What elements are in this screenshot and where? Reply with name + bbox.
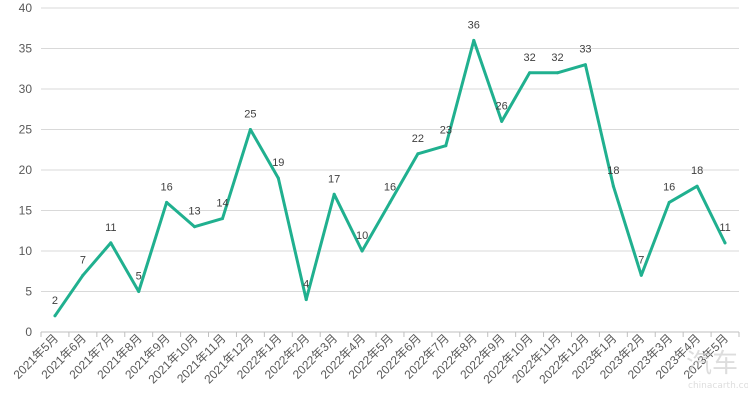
data-label: 17: [328, 173, 340, 185]
data-label: 10: [356, 230, 368, 242]
data-point: [193, 225, 197, 229]
data-label: 2: [52, 295, 58, 307]
data-point: [444, 144, 448, 148]
watermark: 汽车 chinacarth.com: [686, 349, 748, 391]
y-tick-label: 25: [19, 123, 33, 137]
data-point: [248, 128, 252, 131]
data-point: [695, 184, 699, 188]
series: [53, 38, 727, 318]
data-label: 16: [663, 181, 675, 193]
data-point: [220, 217, 224, 221]
data-point: [388, 200, 392, 204]
y-tick-label: 30: [19, 82, 33, 96]
data-label: 32: [523, 52, 535, 64]
gridlines: [41, 7, 739, 333]
data-point: [304, 298, 308, 302]
data-point: [639, 273, 643, 277]
data-label: 26: [496, 100, 508, 112]
data-label: 16: [161, 181, 173, 193]
series-line: [53, 38, 727, 318]
y-tick-label: 20: [19, 163, 33, 177]
data-point: [137, 290, 141, 293]
data-label: 11: [719, 222, 730, 234]
data-labels: 2 7 11 5 16 13 14 25 19 4 17 10 16 22 23 36 26 32 32 33 18 7 1…: [52, 19, 731, 306]
data-point: [53, 314, 57, 318]
data-label: 4: [303, 279, 309, 291]
data-label: 22: [412, 133, 424, 145]
watermark-logo: 汽车: [686, 349, 738, 379]
watermark-text: chinacarth.com: [688, 381, 748, 391]
data-point: [583, 63, 587, 67]
data-point: [556, 71, 560, 75]
data-label: 25: [244, 109, 256, 121]
data-label: 11: [105, 222, 116, 234]
y-tick-label: 0: [25, 325, 32, 339]
data-label: 23: [440, 125, 452, 137]
data-point: [528, 71, 532, 75]
data-label: 16: [384, 181, 396, 193]
y-tick-label: 35: [19, 42, 33, 56]
data-label: 14: [216, 198, 228, 210]
data-point: [416, 152, 420, 156]
data-point: [667, 200, 671, 204]
y-tick-label: 10: [19, 244, 33, 258]
data-label: 7: [638, 254, 644, 266]
data-label: 32: [551, 52, 563, 64]
data-label: 13: [188, 206, 200, 218]
y-tick-label: 5: [25, 285, 32, 299]
data-label: 36: [468, 19, 480, 31]
data-point: [332, 192, 336, 196]
y-tick-label: 15: [19, 204, 33, 218]
data-point: [276, 176, 280, 180]
data-point: [81, 273, 85, 277]
x-axis: 2021年5月2021年6月2021年7月2021年8月2021年9月2021年…: [11, 331, 740, 386]
data-point: [500, 119, 504, 123]
data-point: [723, 241, 727, 245]
data-point: [611, 184, 615, 188]
data-label: 18: [607, 165, 619, 177]
y-tick-label: 40: [19, 1, 33, 15]
data-point: [109, 241, 113, 245]
data-label: 18: [691, 165, 703, 177]
data-label: 19: [272, 157, 284, 169]
data-label: 7: [80, 254, 86, 266]
data-point: [472, 38, 476, 42]
data-label: 5: [136, 271, 142, 283]
y-axis: 0 5 10 15 20 25 30 35 40: [19, 1, 33, 339]
data-point: [165, 200, 169, 204]
data-label: 33: [579, 44, 591, 56]
data-point: [360, 249, 364, 253]
